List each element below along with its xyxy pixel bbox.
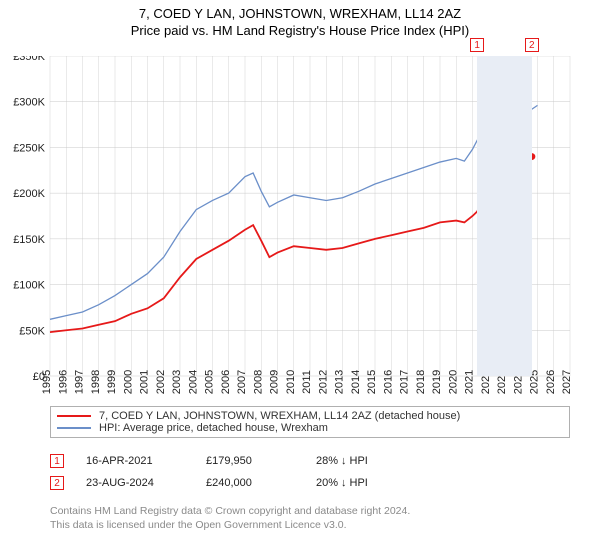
svg-text:1998: 1998 — [90, 370, 102, 394]
svg-text:£300K: £300K — [13, 97, 45, 109]
legend-swatch — [57, 427, 91, 429]
svg-text:2021: 2021 — [464, 370, 476, 394]
sale-row: 2 23-AUG-2024£240,00020%↓HPI — [50, 472, 570, 494]
svg-text:£350K: £350K — [13, 56, 45, 63]
svg-text:2001: 2001 — [139, 370, 151, 394]
arrow-down-icon: ↓ — [341, 455, 347, 467]
svg-text:£50K: £50K — [19, 325, 45, 337]
sale-price: £240,000 — [206, 477, 316, 489]
sale-marker: 2 — [50, 476, 64, 490]
sales-list: 1 16-APR-2021£179,95028%↓HPI 2 23-AUG-2024£… — [50, 450, 570, 494]
svg-text:2002: 2002 — [155, 370, 167, 394]
svg-text:2019: 2019 — [431, 370, 443, 394]
svg-text:2018: 2018 — [415, 370, 427, 394]
svg-text:2010: 2010 — [285, 370, 297, 394]
svg-text:2000: 2000 — [122, 370, 134, 394]
svg-text:2015: 2015 — [366, 370, 378, 394]
sale-row: 1 16-APR-2021£179,95028%↓HPI — [50, 450, 570, 472]
footer-attribution: Contains HM Land Registry data © Crown c… — [50, 504, 570, 532]
sale-pct: 20%↓HPI — [316, 477, 456, 489]
svg-text:2005: 2005 — [204, 370, 216, 394]
svg-text:£150K: £150K — [13, 234, 45, 246]
legend-item: HPI: Average price, detached house, Wrex… — [57, 422, 563, 434]
sale-date: 16-APR-2021 — [86, 455, 206, 467]
svg-text:2017: 2017 — [399, 370, 411, 394]
legend: 7, COED Y LAN, JOHNSTOWN, WREXHAM, LL14 … — [50, 406, 570, 438]
sale-marker: 1 — [50, 454, 64, 468]
arrow-down-icon: ↓ — [341, 477, 347, 489]
svg-text:2006: 2006 — [220, 370, 232, 394]
svg-text:1996: 1996 — [57, 370, 69, 394]
svg-text:1999: 1999 — [106, 370, 118, 394]
svg-text:2026: 2026 — [545, 370, 557, 394]
sale-pct: 28%↓HPI — [316, 455, 456, 467]
svg-text:2027: 2027 — [561, 370, 573, 394]
legend-label: HPI: Average price, detached house, Wrex… — [99, 422, 328, 434]
svg-text:2008: 2008 — [252, 370, 264, 394]
sale-date: 23-AUG-2024 — [86, 477, 206, 489]
svg-text:2016: 2016 — [382, 370, 394, 394]
svg-text:2013: 2013 — [334, 370, 346, 394]
footer-line1: Contains HM Land Registry data © Crown c… — [50, 504, 570, 518]
svg-text:2012: 2012 — [317, 370, 329, 394]
title-address: 7, COED Y LAN, JOHNSTOWN, WREXHAM, LL14 … — [0, 6, 600, 21]
svg-text:2004: 2004 — [187, 370, 199, 394]
plot-area: £0£50K£100K£150K£200K£250K£300K£350K1995… — [50, 56, 570, 376]
svg-text:2003: 2003 — [171, 370, 183, 394]
title-subtitle: Price paid vs. HM Land Registry's House … — [0, 23, 600, 38]
chart-marker-1: 1 — [470, 38, 484, 52]
sale-price: £179,950 — [206, 455, 316, 467]
chart-marker-2: 2 — [525, 38, 539, 52]
svg-text:£100K: £100K — [13, 280, 45, 292]
svg-text:1997: 1997 — [74, 370, 86, 394]
title-block: 7, COED Y LAN, JOHNSTOWN, WREXHAM, LL14 … — [0, 0, 600, 38]
svg-text:£250K: £250K — [13, 142, 45, 154]
svg-text:2011: 2011 — [301, 370, 313, 394]
svg-text:2020: 2020 — [447, 370, 459, 394]
svg-text:2009: 2009 — [269, 370, 281, 394]
legend-item: 7, COED Y LAN, JOHNSTOWN, WREXHAM, LL14 … — [57, 410, 563, 422]
legend-swatch — [57, 415, 91, 417]
chart-container: 7, COED Y LAN, JOHNSTOWN, WREXHAM, LL14 … — [0, 0, 600, 560]
highlight-band — [477, 56, 532, 376]
svg-text:2007: 2007 — [236, 370, 248, 394]
svg-text:£200K: £200K — [13, 188, 45, 200]
legend-label: 7, COED Y LAN, JOHNSTOWN, WREXHAM, LL14 … — [99, 410, 460, 422]
footer-line2: This data is licensed under the Open Gov… — [50, 518, 570, 532]
svg-text:1995: 1995 — [41, 370, 53, 394]
svg-text:2014: 2014 — [350, 370, 362, 394]
